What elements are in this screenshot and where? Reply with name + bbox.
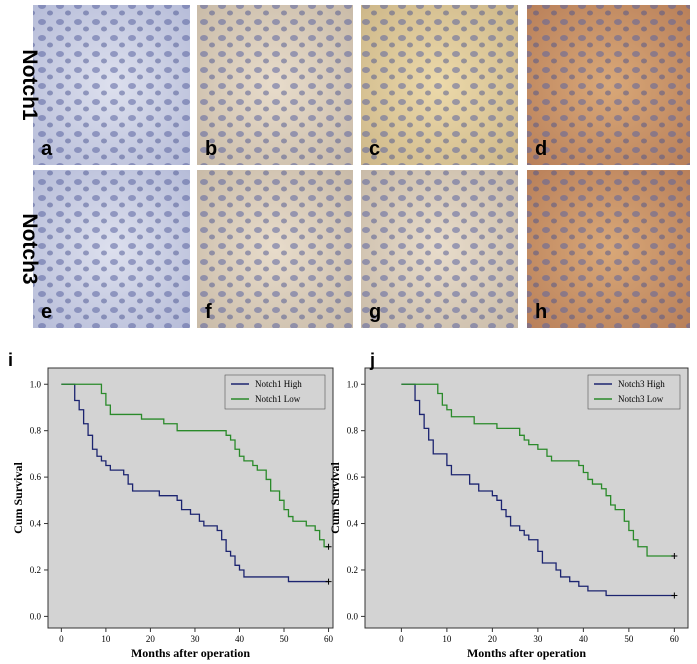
y-tick-label: 0.2 (347, 565, 358, 575)
legend-box (224, 374, 326, 410)
micrograph-nuclei (197, 5, 353, 165)
censor-mark (671, 553, 678, 560)
micrograph-nuclei (527, 5, 690, 165)
plot-area (47, 367, 334, 629)
row-label: Notch3 (18, 213, 41, 284)
legend-label: Notch3 High (618, 379, 665, 389)
x-tick-label: 60 (324, 634, 334, 644)
survival-curve (61, 383, 329, 548)
micrograph-nuclei (33, 170, 190, 328)
censor-mark (325, 578, 332, 585)
micrograph-nuclei (527, 170, 690, 328)
micrograph-nuclei (33, 5, 190, 165)
y-tick-label: 0.8 (30, 426, 42, 436)
x-tick-label: 30 (533, 634, 543, 644)
x-tick-label: 0 (399, 634, 404, 644)
legend-box (587, 374, 681, 410)
y-tick-label: 1.0 (30, 379, 42, 389)
x-tick-label: 60 (670, 634, 680, 644)
censor-mark (325, 543, 332, 550)
y-tick-label: 0.4 (347, 519, 359, 529)
y-tick-label: 0.8 (347, 426, 359, 436)
y-tick-label: 0.2 (30, 565, 41, 575)
x-tick-label: 10 (442, 634, 452, 644)
y-tick-label: 0.0 (347, 611, 359, 621)
panel-label: a (41, 138, 53, 160)
y-tick-label: 0.4 (30, 519, 42, 529)
micrograph-nuclei (197, 170, 353, 328)
legend-label: Notch1 Low (255, 394, 301, 404)
survival-curve (61, 383, 329, 583)
panel-label: d (535, 138, 547, 160)
x-tick-label: 50 (624, 634, 634, 644)
x-tick-label: 20 (146, 634, 156, 644)
y-tick-label: 0.6 (347, 472, 359, 482)
panel-label: e (41, 301, 52, 323)
micrograph-nuclei (361, 170, 518, 328)
x-tick-label: 40 (235, 634, 245, 644)
x-tick-label: 10 (101, 634, 111, 644)
x-axis-label: Months after operation (131, 646, 250, 660)
survival-curve (401, 383, 675, 557)
legend-label: Notch3 Low (618, 394, 664, 404)
x-tick-label: 50 (280, 634, 290, 644)
panel-label: i (8, 350, 13, 370)
legend-label: Notch1 High (255, 379, 302, 389)
panel-label: j (369, 350, 375, 370)
censor-mark (671, 592, 678, 599)
x-tick-label: 30 (190, 634, 200, 644)
row-label: Notch1 (18, 49, 41, 120)
survival-curve (401, 383, 675, 597)
y-tick-label: 0.0 (30, 611, 42, 621)
y-tick-label: 1.0 (347, 379, 359, 389)
micrograph-nuclei (361, 5, 518, 165)
x-tick-label: 0 (59, 634, 64, 644)
x-tick-label: 40 (579, 634, 589, 644)
panel-label: h (535, 301, 547, 323)
panel-label: f (205, 301, 212, 323)
x-axis-label: Months after operation (467, 646, 586, 660)
y-axis-label: Cum Survival (328, 462, 342, 534)
panel-label: c (369, 138, 380, 160)
y-axis-label: Cum Survival (11, 462, 25, 534)
x-tick-label: 20 (488, 634, 498, 644)
y-tick-label: 0.6 (30, 472, 42, 482)
panel-label: b (205, 138, 217, 160)
panel-label: g (369, 301, 381, 323)
plot-area (364, 367, 689, 629)
